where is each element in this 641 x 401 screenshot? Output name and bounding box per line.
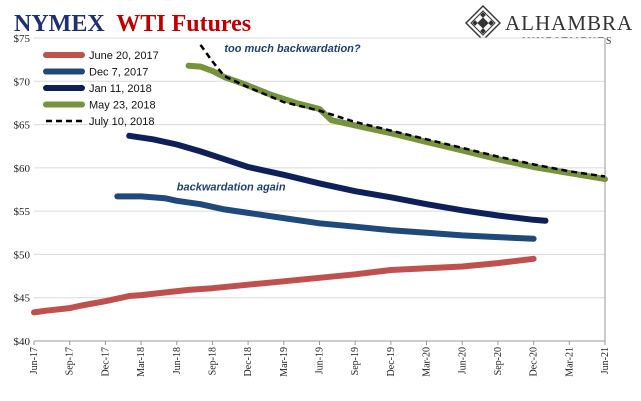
x-tick-label: Jun-21 (600, 347, 611, 374)
series-line-5 (199, 44, 606, 178)
x-tick-label: Mar-20 (422, 347, 433, 377)
y-tick-label: $65 (14, 120, 31, 132)
annotation-1: too much backwardation? (224, 43, 361, 55)
x-tick-label: Mar-21 (564, 347, 575, 377)
y-tick-label: $50 (14, 249, 31, 261)
legend-label: May 23, 2018 (89, 100, 156, 112)
x-tick-label: Jun-19 (315, 347, 326, 374)
x-tick-label: Mar-19 (279, 347, 290, 377)
x-tick-label: Jun-17 (29, 347, 40, 374)
x-tick-label: Sep-17 (65, 347, 76, 375)
x-tick-label: Dec-17 (100, 347, 111, 376)
legend-label: July 10, 2018 (89, 116, 154, 128)
series-line-4 (185, 62, 608, 183)
legend: June 20, 2017 Dec 7, 2017 Jan 11, 2018 May … (43, 50, 159, 128)
x-tick-label: Sep-19 (350, 347, 361, 375)
y-tick-label: $75 (14, 33, 31, 45)
plot-area (34, 38, 605, 341)
logo-name: Alhambra (505, 11, 633, 35)
series-line-1 (31, 255, 537, 316)
series-lines (31, 44, 608, 316)
x-tick-label: Dec-20 (529, 347, 540, 376)
legend-label: Jan 11, 2018 (89, 83, 152, 95)
y-axis-ticks: $40 $45 $50 $55 $60 $65 $70 $75 (14, 33, 31, 348)
y-tick-label: $60 (14, 163, 31, 175)
legend-label: June 20, 2017 (89, 50, 159, 62)
x-tick-label: Sep-20 (493, 347, 504, 375)
series-line-3 (126, 132, 549, 224)
chart-title-nymex: NYMEX (14, 11, 105, 37)
y-tick-label: $40 (14, 336, 31, 348)
x-tick-label: Jun-20 (457, 347, 468, 374)
y-tick-label: $55 (14, 206, 31, 218)
x-tick-label: Sep-18 (207, 347, 218, 375)
chart-title-wti-futures: WTI Futures (116, 11, 251, 37)
x-tick-label: Dec-18 (243, 347, 254, 376)
annotation-2: backwardation again (177, 181, 286, 193)
y-tick-label: $70 (14, 76, 31, 88)
x-tick-label: Dec-19 (386, 347, 397, 376)
chart-title: NYMEX WTI Futures (14, 11, 251, 37)
alhambra-logo-icon (465, 5, 501, 41)
y-tick-label: $45 (14, 293, 31, 305)
series-line-2 (114, 193, 537, 242)
x-axis-ticks: Jun-17 Sep-17 Dec-17 Mar-18 Jun-18 Sep-18 Dec-… (29, 341, 611, 377)
annotations: too much backwardation? backwardation aga… (177, 43, 361, 194)
x-tick-label: Jun-18 (172, 347, 183, 374)
grid (34, 37, 605, 299)
legend-label: Dec 7, 2017 (89, 67, 148, 79)
x-tick-label: Mar-18 (136, 347, 147, 377)
